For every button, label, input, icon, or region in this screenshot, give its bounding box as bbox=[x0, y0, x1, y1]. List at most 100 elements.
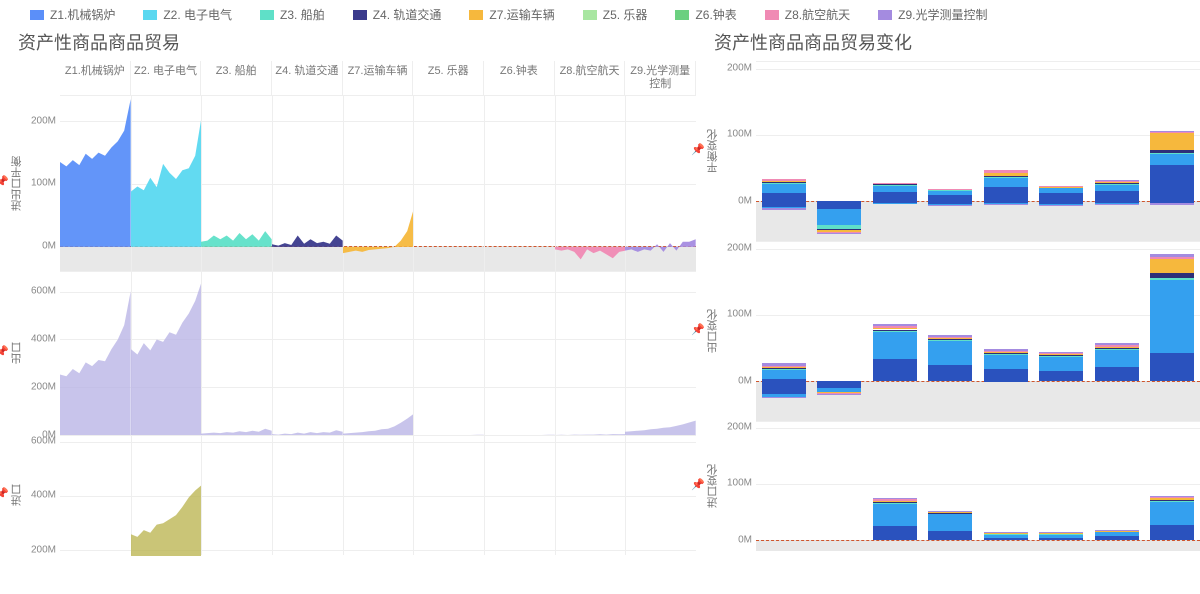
facet-headers: Z1.机械锅炉Z2. 电子电气Z3. 船舶Z4. 轨道交通Z7.运输车辆Z5. … bbox=[60, 61, 696, 95]
legend-item[interactable]: Z5. 乐器 bbox=[583, 6, 648, 23]
bar-segment bbox=[1150, 153, 1194, 154]
bar-segment bbox=[928, 514, 972, 531]
y-tick-label: 200M bbox=[727, 62, 752, 73]
area-series bbox=[555, 96, 626, 272]
bar-segment bbox=[984, 204, 1028, 205]
plot-area bbox=[60, 95, 696, 271]
bar-segment bbox=[984, 351, 1028, 352]
y-axis: 0M100M200M bbox=[716, 61, 756, 241]
bar-segment bbox=[1150, 132, 1194, 133]
bar-segment bbox=[984, 534, 1028, 535]
y-tick-label: 400M bbox=[31, 490, 56, 501]
facet-header: Z6.钟表 bbox=[484, 61, 555, 95]
legend-item[interactable]: Z2. 电子电气 bbox=[143, 6, 232, 23]
bar-segment bbox=[928, 190, 972, 191]
plot-area bbox=[60, 271, 696, 435]
bar-segment bbox=[873, 503, 917, 504]
bar-group bbox=[1145, 242, 1200, 421]
bar-segment bbox=[1039, 538, 1083, 540]
bar-segment bbox=[1039, 193, 1083, 201]
legend-item[interactable]: Z7.运输车辆 bbox=[469, 6, 554, 23]
bar-segment bbox=[984, 355, 1028, 370]
bar-segment bbox=[1095, 530, 1139, 531]
bar-segment bbox=[1150, 280, 1194, 353]
bar-segment bbox=[984, 177, 1028, 178]
bar-segment bbox=[873, 183, 917, 184]
bar-segment bbox=[1095, 191, 1139, 201]
row-ylabel: 📌进口 bbox=[0, 435, 20, 555]
facet-separator bbox=[413, 436, 414, 555]
y-tick-label: 0M bbox=[738, 376, 752, 387]
legend-swatch bbox=[143, 10, 157, 20]
bar-segment bbox=[817, 201, 861, 209]
bar-segment bbox=[873, 498, 917, 499]
pin-icon[interactable]: 📌 bbox=[691, 143, 705, 156]
legend-swatch bbox=[765, 10, 779, 20]
bar-segment bbox=[873, 332, 917, 359]
bar-segment bbox=[984, 352, 1028, 353]
facet-header: Z3. 船舶 bbox=[201, 61, 272, 95]
bar-segment bbox=[1150, 203, 1194, 206]
pin-icon[interactable]: 📌 bbox=[0, 175, 9, 188]
right-row: 📌出口变化0M100M200M bbox=[696, 241, 1200, 421]
bar-group bbox=[1089, 242, 1145, 421]
facet-header: Z2. 电子电气 bbox=[131, 61, 202, 95]
y-axis: 200M400M600M bbox=[20, 435, 60, 555]
bar-segment bbox=[1039, 534, 1083, 537]
plot-area bbox=[60, 435, 696, 555]
y-tick-label: 200M bbox=[31, 382, 56, 393]
bar-group bbox=[923, 422, 979, 551]
bar-segment bbox=[984, 176, 1028, 177]
facet-separator bbox=[484, 436, 485, 555]
area-series bbox=[413, 272, 484, 436]
legend-item[interactable]: Z9.光学测量控制 bbox=[878, 6, 987, 23]
legend-item[interactable]: Z8.航空航天 bbox=[765, 6, 850, 23]
legend-item[interactable]: Z1.机械锅炉 bbox=[30, 6, 115, 23]
pin-icon[interactable]: 📌 bbox=[691, 323, 705, 336]
pin-icon[interactable]: 📌 bbox=[0, 487, 9, 500]
bar-segment bbox=[1150, 500, 1194, 501]
bar-segment bbox=[1095, 349, 1139, 350]
bar-group bbox=[812, 62, 868, 241]
bar-segment bbox=[1095, 184, 1139, 185]
legend-item[interactable]: Z4. 轨道交通 bbox=[353, 6, 442, 23]
bar-segment bbox=[928, 511, 972, 512]
legend-item[interactable]: Z6.钟表 bbox=[675, 6, 736, 23]
bar-segment bbox=[928, 531, 972, 540]
left-row: 📌进口200M400M600M bbox=[0, 435, 696, 555]
area-series bbox=[484, 272, 555, 436]
bar-segment bbox=[817, 394, 861, 395]
right-row: 📌平衡变化0M100M200M bbox=[696, 61, 1200, 241]
bar-segment bbox=[1095, 531, 1139, 532]
bar-segment bbox=[928, 340, 972, 341]
bar-segment bbox=[873, 183, 917, 184]
legend-swatch bbox=[469, 10, 483, 20]
pin-icon[interactable]: 📌 bbox=[0, 345, 9, 358]
bar-segment bbox=[762, 367, 806, 368]
bar-segment bbox=[1039, 187, 1083, 188]
bar-segment bbox=[1039, 534, 1083, 535]
bar-group bbox=[978, 242, 1034, 421]
plot-area bbox=[756, 421, 1200, 551]
bar-segment bbox=[762, 182, 806, 183]
legend-item[interactable]: Z3. 船舶 bbox=[260, 6, 325, 23]
y-tick-label: 100M bbox=[727, 309, 752, 320]
bar-group bbox=[867, 242, 923, 421]
bar-segment bbox=[1039, 352, 1083, 353]
y-tick-label: 100M bbox=[727, 129, 752, 140]
bar-segment bbox=[984, 187, 1028, 202]
bar-segment bbox=[1150, 131, 1194, 132]
row-ylabel: 📌出口 bbox=[0, 271, 20, 435]
left-panel: 资产性商品商品贸易 Z1.机械锅炉Z2. 电子电气Z3. 船舶Z4. 轨道交通Z… bbox=[0, 25, 696, 555]
bar-segment bbox=[928, 337, 972, 338]
legend-swatch bbox=[30, 10, 44, 20]
bar-segment bbox=[984, 533, 1028, 534]
bar-segment bbox=[984, 538, 1028, 540]
facet-header: Z1.机械锅炉 bbox=[60, 61, 131, 95]
bar-group bbox=[756, 62, 812, 241]
bar-segment bbox=[817, 381, 861, 388]
y-tick-label: 200M bbox=[31, 115, 56, 126]
bar-segment bbox=[928, 338, 972, 339]
pin-icon[interactable]: 📌 bbox=[691, 478, 705, 491]
bar-segment bbox=[928, 365, 972, 381]
